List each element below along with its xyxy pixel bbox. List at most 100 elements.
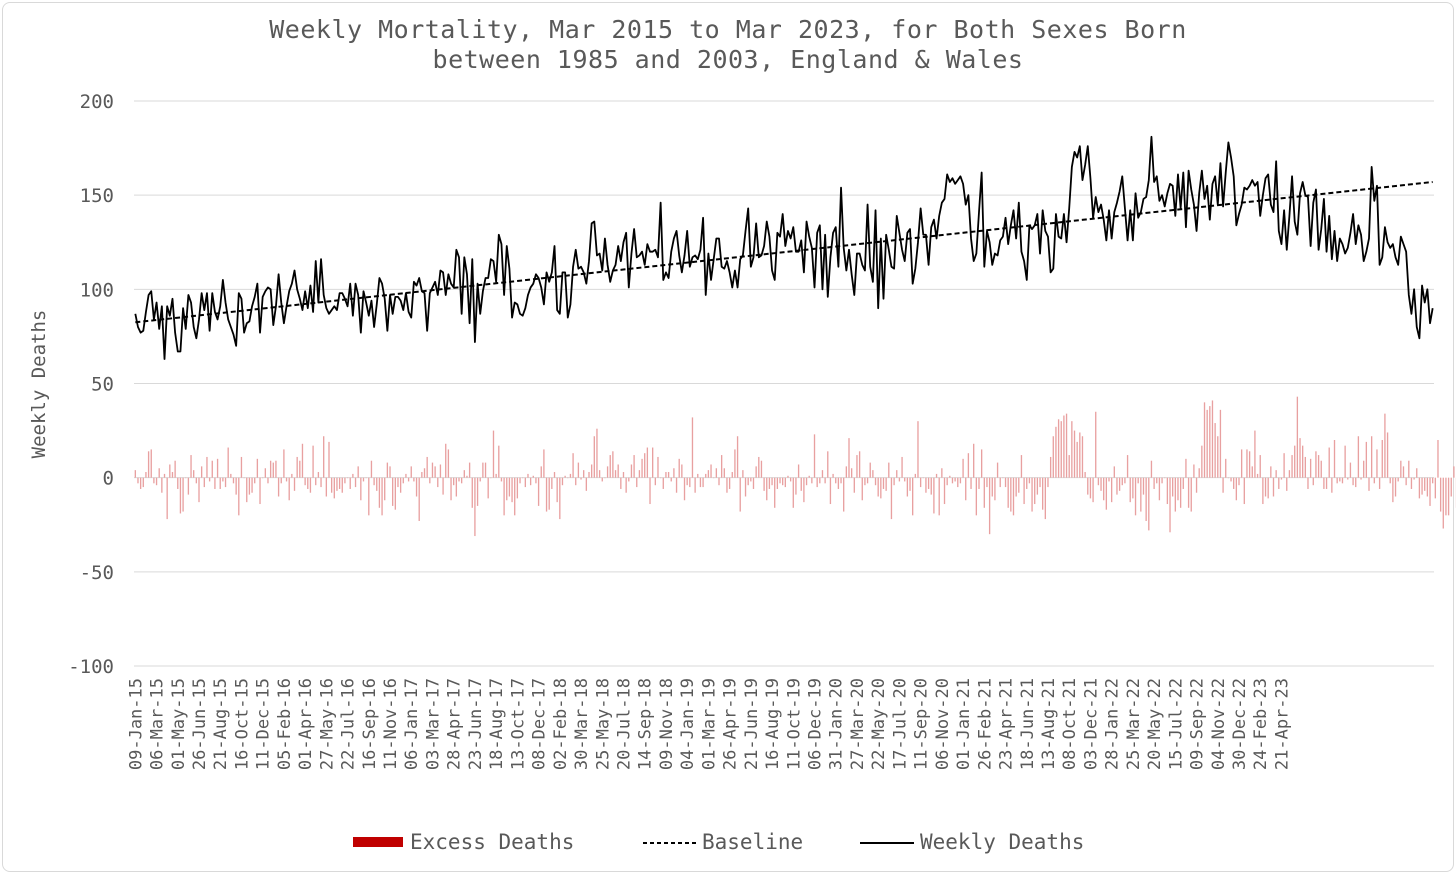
excess-deaths-bar	[901, 456, 903, 478]
excess-deaths-bar	[508, 477, 511, 497]
excess-deaths-bar	[1416, 468, 1418, 478]
excess-deaths-bar	[384, 477, 386, 501]
excess-deaths-bar	[1254, 430, 1256, 478]
excess-deaths-bar	[720, 455, 723, 478]
x-tick-label: 03-Dec-21	[1081, 678, 1101, 770]
excess-deaths-bar	[275, 460, 277, 478]
x-tick-label: 26-Apr-19	[721, 678, 741, 770]
excess-deaths-bar	[755, 466, 757, 478]
excess-deaths-bar	[951, 477, 954, 484]
x-axis-ticks: 09-Jan-15 06-Mar-15 01-May-15 26-Jun-15 21-A…	[126, 678, 1292, 770]
x-tick-label: 30-Mar-18	[572, 678, 592, 770]
excess-deaths-bar	[413, 477, 415, 482]
x-tick-label: 13-Aug-21	[1039, 678, 1059, 770]
excess-deaths-bar	[1278, 477, 1280, 489]
excess-deaths-bar	[1142, 477, 1145, 495]
excess-deaths-bar	[423, 468, 426, 478]
excess-deaths-bar	[1439, 477, 1442, 512]
excess-deaths-bar	[1103, 477, 1105, 501]
excess-deaths-bar	[291, 473, 293, 478]
excess-deaths-bar	[1227, 477, 1230, 479]
excess-deaths-bar	[649, 477, 651, 505]
x-tick-label: 23-Apr-21	[997, 678, 1017, 770]
excess-deaths-bar	[1349, 462, 1352, 478]
excess-deaths-bar	[1166, 477, 1169, 505]
excess-deaths-bar	[1214, 423, 1216, 478]
weekly-deaths-line	[134, 135, 1434, 360]
excess-deaths-bar	[429, 477, 431, 484]
excess-deaths-bar	[224, 477, 227, 488]
excess-deaths-bar	[193, 470, 195, 478]
excess-deaths-bar	[1270, 466, 1272, 478]
excess-deaths-bar	[474, 477, 476, 537]
x-tick-label: 24-Feb-23	[1251, 678, 1271, 770]
excess-deaths-bar	[789, 477, 792, 482]
excess-deaths-bar	[1134, 477, 1137, 516]
excess-deaths-bar	[235, 477, 237, 495]
excess-deaths-bar	[715, 468, 718, 478]
excess-deaths-bar	[811, 477, 813, 484]
excess-deaths-bar	[1315, 451, 1317, 478]
x-tick-label: 25-Mar-22	[1124, 678, 1144, 770]
excess-deaths-bar	[1185, 458, 1187, 478]
x-tick-label: 01-Mar-19	[699, 678, 719, 770]
excess-deaths-bar	[262, 477, 264, 479]
excess-deaths-bar	[227, 447, 229, 478]
excess-deaths-bar	[283, 449, 285, 478]
excess-deaths-bar	[1355, 477, 1357, 488]
excess-deaths-bar	[1442, 477, 1444, 529]
x-tick-label: 06-Nov-20	[933, 678, 953, 770]
excess-deaths-bar	[1193, 464, 1195, 478]
excess-deaths-bar	[551, 477, 553, 489]
legend-label-baseline: Baseline	[702, 830, 803, 854]
excess-deaths-bar	[1126, 455, 1129, 478]
excess-deaths-bar	[691, 417, 694, 478]
excess-deaths-bar	[988, 477, 991, 535]
excess-deaths-bar	[1272, 477, 1275, 497]
baseline-line	[135, 180, 1433, 324]
excess-deaths-bar	[147, 451, 150, 478]
excess-deaths-bar	[837, 477, 840, 489]
excess-deaths-bar	[1116, 477, 1118, 495]
excess-deaths-bar	[190, 455, 192, 478]
excess-deaths-bar	[243, 477, 245, 479]
excess-deaths-bar	[824, 477, 826, 484]
excess-deaths-bar	[349, 477, 351, 489]
excess-deaths-bar	[962, 458, 964, 478]
excess-deaths-bar	[357, 466, 359, 478]
x-tick-label: 09-Sep-22	[1188, 678, 1208, 770]
excess-deaths-bar	[678, 458, 680, 478]
excess-deaths-bar	[1264, 477, 1267, 497]
excess-deaths-bar	[1397, 477, 1399, 482]
excess-deaths-bar	[787, 475, 789, 478]
excess-deaths-bar	[1026, 477, 1028, 489]
excess-deaths-bar	[222, 477, 224, 482]
excess-deaths-bar	[1381, 440, 1383, 478]
excess-deaths-bar	[1352, 477, 1354, 486]
excess-deaths-bar	[927, 477, 930, 489]
excess-deaths-bar	[1211, 400, 1214, 478]
excess-deaths-bar	[251, 477, 253, 493]
excess-deaths-bar	[580, 477, 582, 480]
x-tick-label: 15-Jul-22	[1166, 678, 1186, 770]
excess-deaths-bar	[479, 477, 481, 482]
excess-deaths-bar	[1392, 477, 1394, 503]
excess-deaths-bar	[1063, 415, 1065, 478]
excess-deaths-bar	[1057, 419, 1060, 478]
excess-deaths-bar	[614, 470, 617, 478]
excess-deaths-bar	[1453, 466, 1455, 478]
excess-deaths-bar	[328, 441, 330, 478]
excess-deaths-bar	[1418, 477, 1421, 499]
excess-deaths-bar	[896, 470, 898, 478]
x-tick-label: 01-Jan-21	[954, 678, 974, 770]
excess-deaths-bar	[593, 436, 595, 478]
excess-deaths-bar	[524, 477, 526, 488]
excess-deaths-bar	[917, 421, 919, 478]
excess-deaths-bar	[559, 477, 561, 520]
excess-deaths-bar	[545, 477, 548, 512]
excess-deaths-bar	[370, 460, 373, 478]
excess-deaths-bar	[309, 477, 312, 493]
excess-deaths-bar	[1124, 477, 1126, 484]
excess-deaths-bar	[139, 477, 142, 489]
excess-deaths-bar	[654, 477, 656, 486]
